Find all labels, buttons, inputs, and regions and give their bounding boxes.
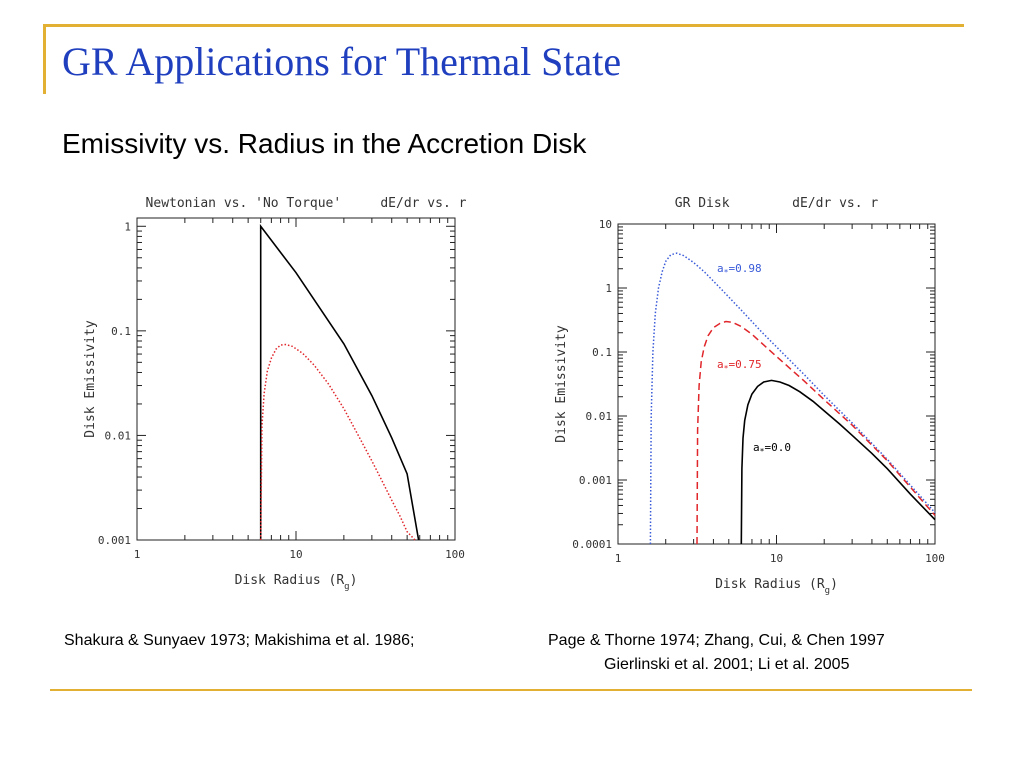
plot-frame	[617, 223, 936, 545]
y-tick-label: 0.01	[586, 410, 613, 423]
series-label-rest: =0.0	[764, 441, 791, 454]
chart-title: Newtonian vs. 'No Torque' dE/dr vs. r	[146, 196, 467, 211]
plot-frame	[136, 217, 456, 541]
x-tick-label: 100	[925, 552, 945, 565]
x-axis-label-main: Disk Radius (R	[235, 573, 345, 588]
y-tick-label: 0.001	[579, 474, 612, 487]
series-label-name: a	[753, 441, 760, 454]
slide-title: GR Applications for Thermal State	[62, 39, 622, 84]
series-label-1: a*=0.75	[717, 358, 762, 373]
y-tick-label: 10	[599, 218, 612, 231]
y-axis-label: Disk Emissivity	[554, 325, 569, 443]
series-line-0	[259, 223, 420, 541]
series-label-0: a*=0.98	[717, 262, 762, 277]
chart-title: GR Disk dE/dr vs. r	[675, 196, 879, 211]
x-axis-label: Disk Radius (Rg)	[715, 577, 838, 596]
x-tick-label: 10	[289, 548, 302, 561]
series-line-2	[740, 379, 936, 545]
series-label-2: a*=0.0	[753, 441, 791, 456]
y-tick-label: 0.1	[592, 346, 612, 359]
series-label-sub: *	[760, 447, 765, 456]
y-tick-label: 0.01	[105, 429, 132, 442]
accent-rule-bottom	[50, 689, 972, 691]
x-tick-label: 1	[615, 552, 622, 565]
accent-rule-left	[43, 24, 46, 94]
citation-left: Shakura & Sunyaev 1973; Makishima et al.…	[64, 632, 415, 649]
series-label-rest: =0.98	[728, 262, 761, 275]
slide-subtitle: Emissivity vs. Radius in the Accretion D…	[62, 128, 587, 159]
x-axis-label-close: )	[830, 577, 838, 592]
x-axis-label-sub: g	[344, 582, 349, 592]
x-axis-label-close: )	[350, 573, 358, 588]
x-tick-label: 10	[770, 552, 783, 565]
y-tick-label: 0.1	[111, 325, 131, 338]
x-axis-label-sub: g	[825, 586, 830, 596]
series-label-name: a	[717, 358, 724, 371]
y-tick-label: 0.001	[98, 534, 131, 547]
y-tick-label: 1	[124, 220, 131, 233]
chart-gr-disk: GR Disk dE/dr vs. r 1 10 100 10 1 0.1 0.01 0.001…	[554, 196, 945, 596]
y-tick-label: 1	[605, 282, 612, 295]
series-line-1	[259, 343, 416, 541]
series-label-name: a	[717, 262, 724, 275]
x-tick-label: 1	[134, 548, 141, 561]
y-axis-label: Disk Emissivity	[83, 320, 98, 438]
citation-right-line1: Page & Thorne 1974; Zhang, Cui, & Chen 1…	[548, 632, 885, 649]
x-tick-label: 100	[445, 548, 465, 561]
chart-newtonian-vs-no-torque: Newtonian vs. 'No Torque' dE/dr vs. r1 10…	[83, 196, 467, 592]
x-axis-label-main: Disk Radius (R	[715, 577, 825, 592]
accent-rule-top	[43, 24, 964, 27]
citation-right-line2: Gierlinski et al. 2001; Li et al. 2005	[604, 656, 850, 673]
series-label-sub: *	[724, 364, 729, 373]
x-axis-label: Disk Radius (Rg)	[235, 573, 358, 592]
y-tick-label: 0.0001	[572, 538, 612, 551]
series-label-rest: =0.75	[728, 358, 761, 371]
series-line-0	[649, 252, 936, 545]
series-line-1	[696, 320, 936, 545]
series-label-sub: *	[724, 268, 729, 277]
